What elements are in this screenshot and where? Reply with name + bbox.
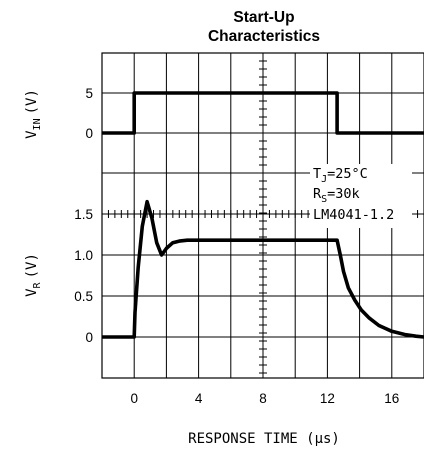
y-tick-label: 0.5 xyxy=(74,289,93,304)
chart-title-line-1: Start-Up xyxy=(233,9,294,26)
y-tick-label: 0 xyxy=(85,330,93,345)
y-axis-label-vin-unit: (V) xyxy=(24,89,40,114)
annotation-temperature: TJ=25°C xyxy=(313,166,368,185)
y-axis-label-vr-sub: R xyxy=(32,281,43,288)
y-axis-label-vin-sub: IN xyxy=(32,118,43,130)
y-tick-label: 1.0 xyxy=(74,248,93,263)
annotation-resistance-main: R xyxy=(313,186,322,202)
annotation-temperature-sub: J xyxy=(321,174,327,185)
y-axis-label-vr: VR (V) xyxy=(24,253,43,297)
y-tick-label: 1.5 xyxy=(74,207,93,222)
annotation-temperature-rest: =25°C xyxy=(327,166,368,182)
y-axis-label-vin-main: V xyxy=(24,130,40,139)
y-axis-label-vin: VIN (V) xyxy=(24,89,43,139)
x-tick-label: 4 xyxy=(195,391,203,406)
annotation-part-number: LM4041-1.2 xyxy=(313,207,394,223)
annotation-resistance-rest: =30k xyxy=(327,186,360,202)
annotation-background xyxy=(310,164,412,228)
plot-frame xyxy=(101,52,424,379)
y-tick-label: 0 xyxy=(85,126,93,141)
vin-trace xyxy=(102,91,424,135)
annotation-resistance-sub: S xyxy=(321,194,327,205)
x-tick-label: 12 xyxy=(320,391,335,406)
vr-trace xyxy=(102,199,424,339)
traces xyxy=(102,91,424,339)
chart-title-line-2: Characteristics xyxy=(208,28,320,45)
x-tick-labels: 0 4 8 12 16 xyxy=(130,391,399,406)
y-axis-label-vr-main: V xyxy=(24,288,40,297)
x-tick-label: 0 xyxy=(130,391,138,406)
y-tick-label: 5 xyxy=(85,86,93,101)
x-axis-label: RESPONSE TIME (μs) xyxy=(188,431,340,447)
x-tick-label: 8 xyxy=(259,391,267,406)
x-tick-label: 16 xyxy=(384,391,399,406)
annotation-resistance: RS=30k xyxy=(313,186,360,205)
annotation-temperature-main: T xyxy=(313,166,321,182)
y-axis-label-vr-unit: (V) xyxy=(24,253,40,278)
y-tick-labels: 0 5 0 0.5 1.0 1.5 xyxy=(74,86,93,345)
